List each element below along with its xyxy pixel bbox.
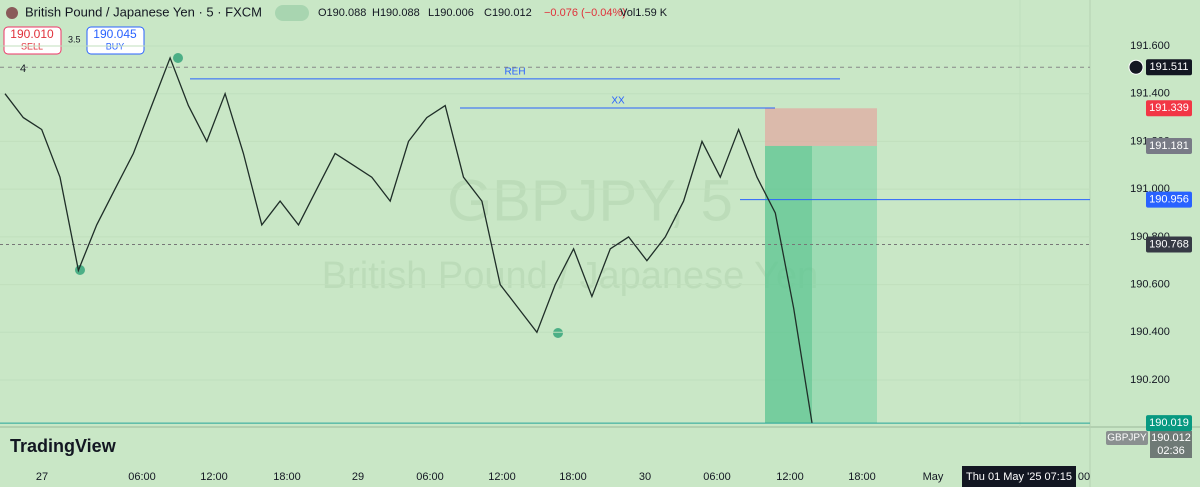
time-tick-label: 12:00 <box>776 471 804 483</box>
ohlc-value: Vol1.59 K <box>620 7 668 19</box>
watermark-description: British Pound / Japanese Yen <box>322 255 819 297</box>
symbol-icon <box>6 7 18 19</box>
swing-point <box>173 53 183 63</box>
time-tick-label: 06:00 <box>703 471 731 483</box>
countdown: 02:36 <box>1157 445 1185 457</box>
time-tick-label: 06:00 <box>416 471 444 483</box>
buy-button[interactable] <box>86 26 145 55</box>
price-tick-label: 190.200 <box>1130 374 1170 386</box>
ohlc-value: −0.076 (−0.04%) <box>544 7 626 19</box>
symbol-tag-bg <box>1106 431 1148 445</box>
time-tick-label: 12:00 <box>488 471 516 483</box>
price-label: 191.339 <box>1149 102 1189 114</box>
swing-point <box>553 328 563 338</box>
price-tick-label: 191.400 <box>1130 88 1170 100</box>
spread: 3.5 <box>68 34 81 44</box>
price-line <box>4 56 813 424</box>
price-tick-label: 190.400 <box>1130 326 1170 338</box>
brand-logo: TradingView <box>10 436 117 456</box>
price-label: 190.019 <box>1149 417 1189 429</box>
crosshair-time: Thu 01 May '25 07:15 <box>966 471 1072 483</box>
price-label-bg <box>1146 415 1192 432</box>
price-label: 190.956 <box>1149 194 1189 206</box>
time-tick-label: 18:00 <box>848 471 876 483</box>
price-label-bg <box>1146 236 1192 253</box>
status-pill <box>275 5 309 21</box>
price-label: 191.181 <box>1149 140 1189 152</box>
time-tick-label: 18:00 <box>559 471 587 483</box>
indicator-count: 4 <box>20 63 26 75</box>
time-tick-label: 30 <box>639 471 651 483</box>
time-tick-label: 06:00 <box>128 471 156 483</box>
price-label-bg <box>1146 59 1192 76</box>
level-label: XX <box>611 96 625 107</box>
ohlc: O190.088 H190.088 L190.006 C190.012 −0.076 (… <box>318 7 668 19</box>
last-price-bg <box>1150 431 1192 458</box>
last-price: 190.012 <box>1151 432 1191 444</box>
symbol-title: British Pound / Japanese Yen · 5 · FXCM <box>25 4 262 19</box>
ohlc-value: O190.088 <box>318 7 366 19</box>
sell-price[interactable]: 190.010 <box>10 27 54 41</box>
ohlc-value: H190.088 <box>372 7 420 19</box>
symbol-tag: GBPJPY <box>1107 433 1147 444</box>
sell-button[interactable] <box>3 26 62 55</box>
price-label-bg <box>1146 100 1192 117</box>
level-label: REH <box>504 67 525 78</box>
time-tick-label: 29 <box>352 471 364 483</box>
price-label-bg <box>1146 191 1192 208</box>
time-tick-label: 12:00 <box>200 471 228 483</box>
time-tick-label: 18:00 <box>273 471 301 483</box>
price-tick-label: 191.600 <box>1130 40 1170 52</box>
time-tick-label: 00 <box>1078 471 1090 483</box>
time-tick-label: 27 <box>36 471 48 483</box>
time-tick-label: May <box>923 471 944 483</box>
price-label: 190.768 <box>1149 238 1189 250</box>
crosshair-time-bg <box>962 466 1076 487</box>
price-label-bg <box>1146 137 1192 154</box>
ohlc-value: L190.006 <box>428 7 474 19</box>
stop-zone <box>765 108 877 146</box>
ohlc-value: C190.012 <box>484 7 532 19</box>
buy-price[interactable]: 190.045 <box>93 27 137 41</box>
add-alert-button[interactable] <box>1128 59 1144 75</box>
price-tick-label: 190.600 <box>1130 278 1170 290</box>
price-label: 191.511 <box>1150 61 1189 73</box>
watermark-symbol: GBPJPY, 5 <box>447 168 733 233</box>
